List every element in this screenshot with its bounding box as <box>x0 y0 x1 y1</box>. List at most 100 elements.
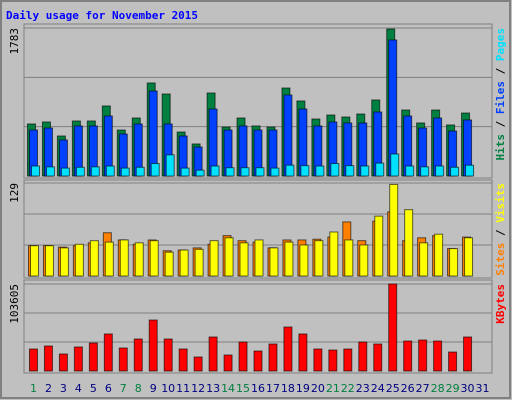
x-tick-label: 29 <box>446 382 460 395</box>
bar <box>29 245 39 277</box>
bar <box>299 244 309 277</box>
bar <box>59 247 69 277</box>
legend-entry: Hits <box>494 134 507 161</box>
bar <box>253 350 263 372</box>
x-tick-label: 19 <box>296 382 310 395</box>
bar <box>343 348 353 372</box>
series-legend: KBytes <box>494 284 507 324</box>
bar <box>179 249 189 277</box>
bar <box>405 165 415 177</box>
bar <box>389 183 399 277</box>
x-tick-label: 21 <box>326 382 340 395</box>
bar <box>359 244 369 277</box>
y-tick-label: 129 <box>8 183 21 203</box>
bar <box>149 240 159 277</box>
bar <box>314 240 324 277</box>
bar <box>435 165 445 177</box>
bar <box>58 353 68 372</box>
bar <box>373 343 383 372</box>
x-tick-label: 1 <box>30 382 37 395</box>
bar <box>403 340 413 372</box>
bar <box>360 165 370 177</box>
x-tick-label: 17 <box>266 382 280 395</box>
bar <box>134 242 144 277</box>
bar <box>180 167 190 177</box>
bar <box>119 239 129 277</box>
x-tick-label: 25 <box>386 382 400 395</box>
x-tick-label: 9 <box>150 382 157 395</box>
x-tick-label: 4 <box>75 382 82 395</box>
legend-entry: Files <box>494 81 507 114</box>
x-tick-label: 10 <box>161 382 175 395</box>
bar <box>345 165 355 177</box>
bar <box>28 348 38 372</box>
bar <box>284 241 294 277</box>
bar <box>30 165 40 177</box>
bar <box>254 239 264 277</box>
bar <box>463 336 473 372</box>
x-tick-label: 2 <box>45 382 52 395</box>
y-tick-label: 1783 <box>8 28 21 55</box>
bar <box>418 339 428 372</box>
bar <box>210 165 220 177</box>
bar <box>255 167 265 177</box>
x-tick-label: 24 <box>371 382 385 395</box>
bar <box>358 341 368 372</box>
x-tick-label: 31 <box>476 382 490 395</box>
bar <box>388 283 398 372</box>
bar <box>43 345 53 372</box>
legend-entry: Pages <box>494 28 507 61</box>
x-tick-label: 14 <box>221 382 235 395</box>
bar <box>209 240 219 277</box>
x-tick-label: 18 <box>281 382 295 395</box>
bar <box>165 154 175 177</box>
bar <box>283 326 293 372</box>
bar <box>344 239 354 277</box>
bar <box>329 231 339 277</box>
x-tick-label: 11 <box>176 382 190 395</box>
y-tick-label: 103605 <box>8 284 21 324</box>
series-legend: Hits / Files / Pages <box>494 28 507 161</box>
bar <box>75 166 85 177</box>
bar <box>238 341 248 372</box>
bar <box>45 166 55 177</box>
bar <box>300 165 310 177</box>
bar <box>135 166 145 177</box>
bar <box>60 167 70 177</box>
x-tick-label: 20 <box>311 382 325 395</box>
bar <box>148 319 158 372</box>
bar <box>225 167 235 177</box>
bar <box>133 338 143 372</box>
bar <box>224 237 234 277</box>
bar <box>150 163 160 177</box>
chart-title: Daily usage for November 2015 <box>6 9 198 22</box>
x-tick-label: 16 <box>251 382 265 395</box>
legend-entry: Sites <box>494 243 507 276</box>
bar <box>239 242 249 277</box>
x-tick-label: 30 <box>461 382 475 395</box>
x-tick-label: 5 <box>90 382 97 395</box>
bar <box>420 166 430 177</box>
bar <box>208 336 218 372</box>
bar <box>419 242 429 277</box>
bar <box>433 340 443 372</box>
separator: / <box>494 61 507 81</box>
x-tick-label: 26 <box>401 382 415 395</box>
bar <box>89 240 99 277</box>
bar <box>194 248 204 277</box>
x-tick-label: 7 <box>120 382 127 395</box>
bar <box>269 247 279 277</box>
bar <box>90 166 100 177</box>
x-tick-label: 27 <box>416 382 430 395</box>
bar <box>390 153 400 177</box>
bar <box>283 94 293 177</box>
x-tick-label: 3 <box>60 382 67 395</box>
bar <box>195 169 205 177</box>
bar <box>315 165 325 177</box>
bar <box>404 209 414 277</box>
bar <box>88 342 98 372</box>
bar <box>330 163 340 177</box>
bar <box>120 167 130 177</box>
bar <box>449 248 459 277</box>
